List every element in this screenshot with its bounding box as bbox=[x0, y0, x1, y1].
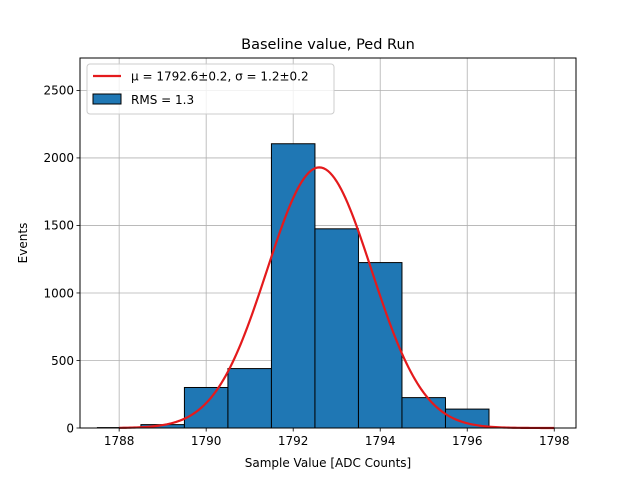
y-tick-label: 0 bbox=[66, 421, 74, 435]
y-tick-label: 500 bbox=[51, 354, 74, 368]
x-axis-ticks: 1788 1790 1792 1794 1796 1798 bbox=[104, 428, 570, 448]
histogram-bar bbox=[401, 397, 446, 429]
x-tick-label: 1790 bbox=[191, 434, 222, 448]
legend-fit-label: μ = 1792.6±0.2, σ = 1.2±0.2 bbox=[131, 70, 309, 84]
legend-histogram-label: RMS = 1.3 bbox=[131, 93, 194, 107]
x-tick-label: 1796 bbox=[452, 434, 483, 448]
x-tick-label: 1798 bbox=[539, 434, 570, 448]
y-tick-label: 2500 bbox=[43, 84, 74, 98]
y-tick-label: 1000 bbox=[43, 286, 74, 300]
histogram-bar bbox=[357, 262, 403, 429]
histogram-bar bbox=[314, 228, 359, 429]
y-tick-label: 2000 bbox=[43, 151, 74, 165]
histogram-bars bbox=[96, 143, 533, 429]
y-axis-ticks: 0 500 1000 1500 2000 2500 bbox=[43, 84, 80, 435]
legend-box bbox=[86, 63, 335, 115]
chart-title: Baseline value, Ped Run bbox=[241, 37, 415, 53]
x-axis-label: Sample Value [ADC Counts] bbox=[245, 456, 411, 470]
fit-curve-layer bbox=[119, 166, 555, 430]
histogram-bar bbox=[183, 386, 229, 429]
y-tick-label: 1500 bbox=[43, 219, 74, 233]
y-axis-label: Events bbox=[16, 223, 30, 264]
x-tick-label: 1794 bbox=[365, 434, 396, 448]
legend: μ = 1792.6±0.2, σ = 1.2±0.2 RMS = 1.3 bbox=[86, 63, 335, 115]
histogram-bar bbox=[227, 368, 272, 429]
x-tick-label: 1788 bbox=[104, 434, 135, 448]
x-tick-label: 1792 bbox=[278, 434, 309, 448]
gaussian-fit-curve bbox=[119, 166, 555, 430]
legend-histogram-swatch bbox=[92, 93, 122, 105]
plot-frame bbox=[79, 57, 577, 429]
histogram-bar bbox=[270, 143, 316, 429]
